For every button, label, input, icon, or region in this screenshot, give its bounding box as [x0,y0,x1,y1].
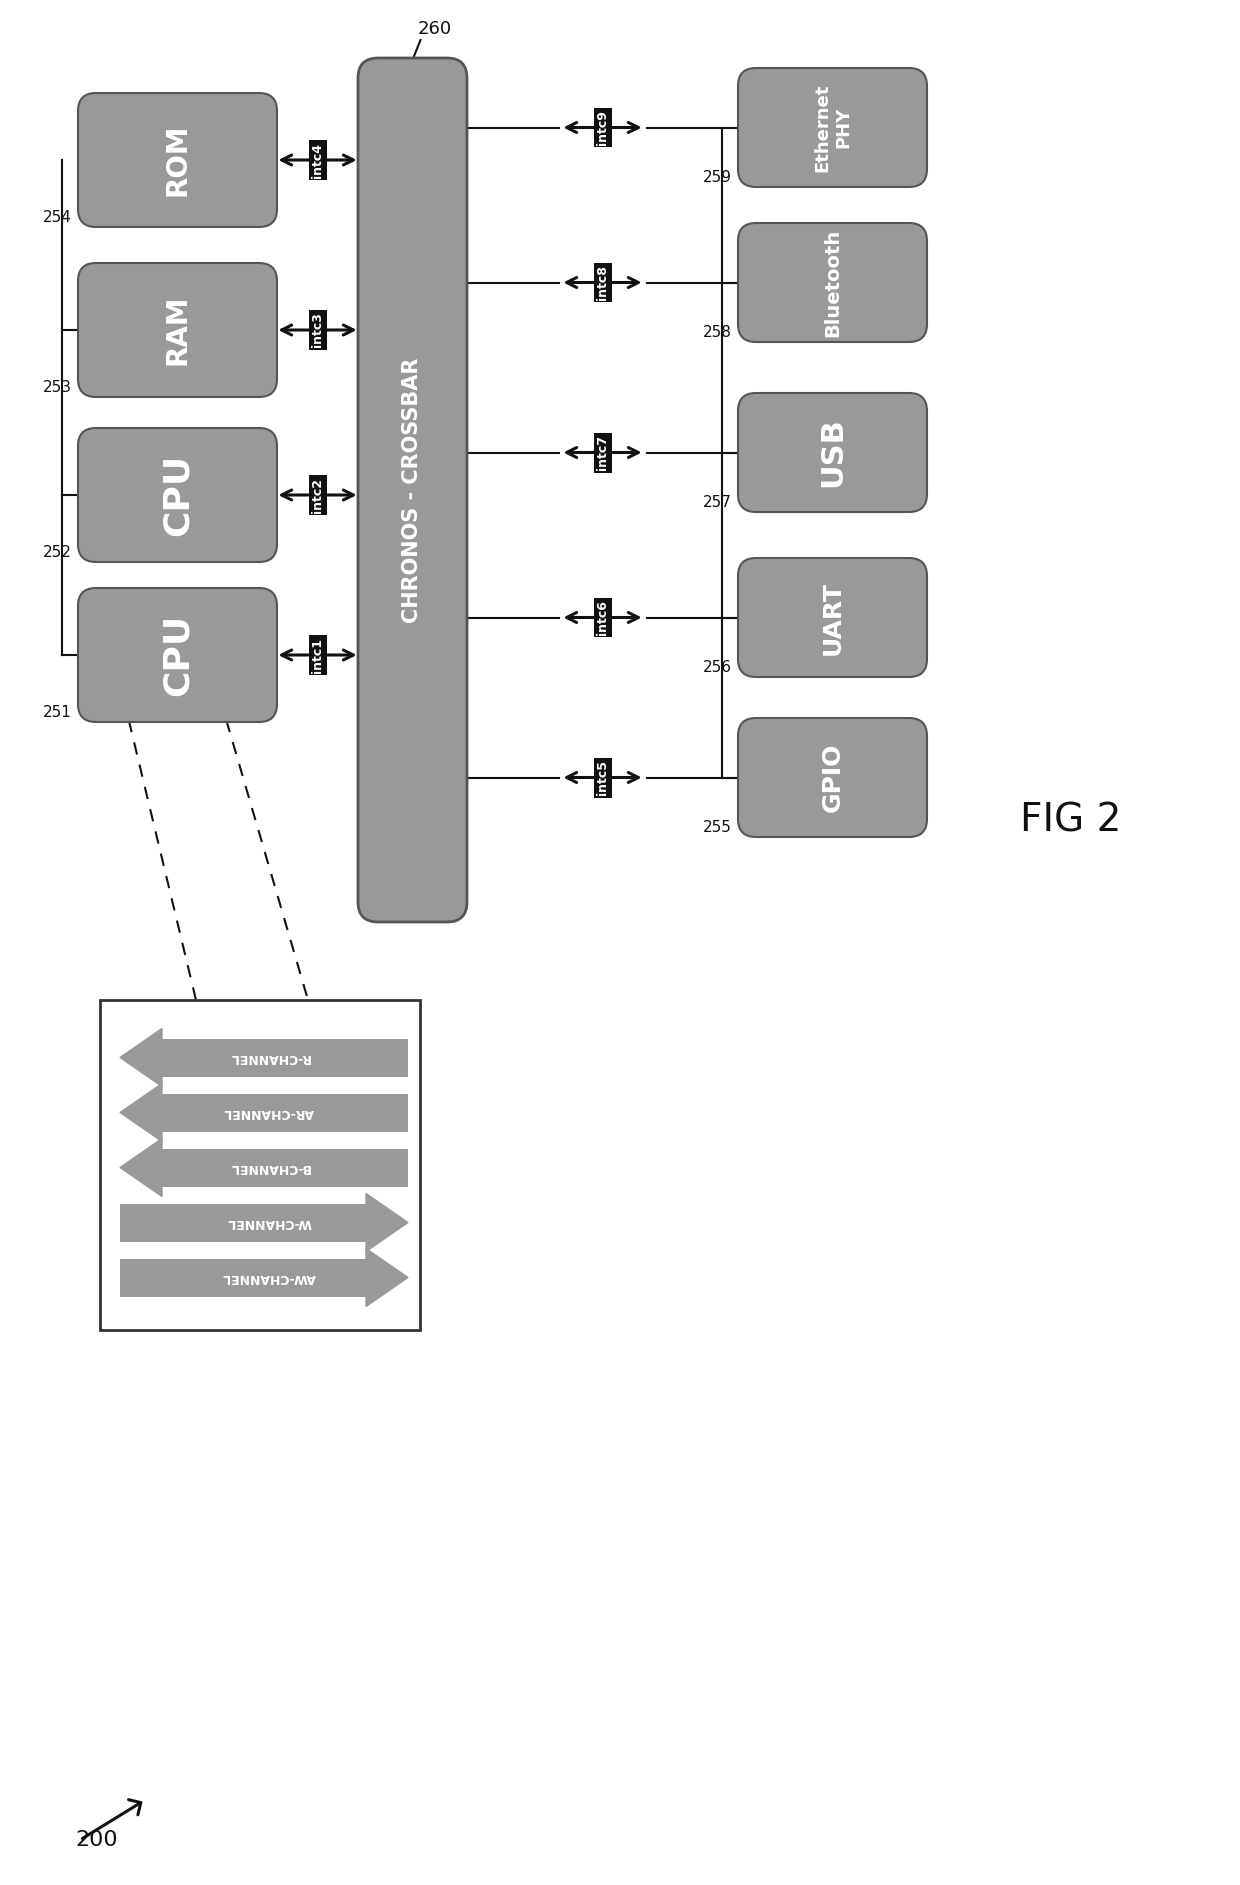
FancyBboxPatch shape [358,58,467,922]
Text: intc5: intc5 [596,760,609,795]
Text: AR-CHANNEL: AR-CHANNEL [223,1106,315,1120]
Bar [120,1259,366,1297]
Text: intc6: intc6 [596,599,609,635]
Text: 200: 200 [74,1830,118,1849]
FancyBboxPatch shape [738,68,928,187]
FancyBboxPatch shape [78,264,277,398]
Text: 252: 252 [43,545,72,560]
Text: 257: 257 [703,496,732,511]
Text: intc9: intc9 [596,109,609,145]
FancyBboxPatch shape [738,558,928,677]
FancyBboxPatch shape [78,588,277,722]
Text: 260: 260 [418,21,451,38]
Text: GPIO: GPIO [821,743,844,812]
FancyBboxPatch shape [738,392,928,513]
Text: intc8: intc8 [596,266,609,300]
FancyBboxPatch shape [78,428,277,562]
Text: intc2: intc2 [311,477,324,513]
Text: intc4: intc4 [311,143,324,177]
Text: 255: 255 [703,820,732,835]
Text: CPU: CPU [160,615,195,696]
Text: CPU: CPU [160,454,195,535]
Text: R-CHANNEL: R-CHANNEL [228,1052,310,1063]
Text: intc7: intc7 [596,435,609,469]
Text: B-CHANNEL: B-CHANNEL [228,1161,310,1174]
Text: intc3: intc3 [311,313,324,347]
Text: 254: 254 [43,209,72,224]
Text: 256: 256 [703,660,732,675]
Bar [162,1148,408,1186]
Text: CHRONOS - CROSSBAR: CHRONOS - CROSSBAR [403,358,423,622]
Text: AW-CHANNEL: AW-CHANNEL [222,1270,316,1284]
Text: intc1: intc1 [311,637,324,673]
Text: ROM: ROM [164,124,191,196]
Polygon shape [120,1139,162,1197]
Text: 251: 251 [43,705,72,720]
FancyBboxPatch shape [738,222,928,341]
Text: Bluetooth: Bluetooth [823,228,842,337]
Text: 259: 259 [703,170,732,185]
Text: FIG 2: FIG 2 [1021,801,1121,839]
FancyBboxPatch shape [78,92,277,226]
Bar [162,1093,408,1131]
Bar [120,1203,366,1242]
Text: Ethernet
PHY: Ethernet PHY [813,83,852,172]
FancyBboxPatch shape [738,718,928,837]
Polygon shape [120,1084,162,1142]
Polygon shape [366,1193,408,1252]
Bar [100,1001,420,1331]
Polygon shape [366,1248,408,1306]
Text: RAM: RAM [164,294,191,366]
Text: 253: 253 [43,381,72,396]
Text: UART: UART [821,581,844,654]
Text: USB: USB [818,418,847,488]
Polygon shape [120,1029,162,1086]
Bar [162,1039,408,1076]
Text: W-CHANNEL: W-CHANNEL [227,1216,311,1229]
Text: 258: 258 [703,324,732,339]
